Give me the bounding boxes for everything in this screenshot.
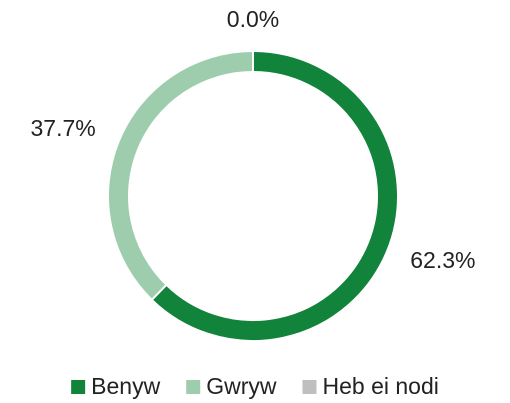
- legend-swatch: [186, 380, 201, 394]
- donut-slice: [150, 49, 399, 342]
- legend-label: Benyw: [91, 373, 160, 399]
- donut-slice: [107, 49, 254, 302]
- legend-item: Benyw: [71, 373, 161, 399]
- legend-label: Heb ei nodi: [322, 373, 438, 399]
- data-label: 0.0%: [227, 6, 279, 32]
- legend-item: Heb ei nodi: [302, 373, 439, 399]
- data-label: 37.7%: [31, 115, 96, 141]
- data-label: 62.3%: [410, 247, 475, 273]
- legend: Benyw Gwryw Heb ei nodi: [71, 373, 439, 399]
- legend-swatch: [71, 380, 86, 394]
- legend-swatch: [302, 380, 317, 394]
- legend-item: Gwryw: [186, 373, 277, 399]
- data-labels: 62.3% 37.7% 0.0%: [31, 6, 476, 273]
- legend-label: Gwryw: [206, 373, 277, 399]
- slices: [107, 49, 399, 342]
